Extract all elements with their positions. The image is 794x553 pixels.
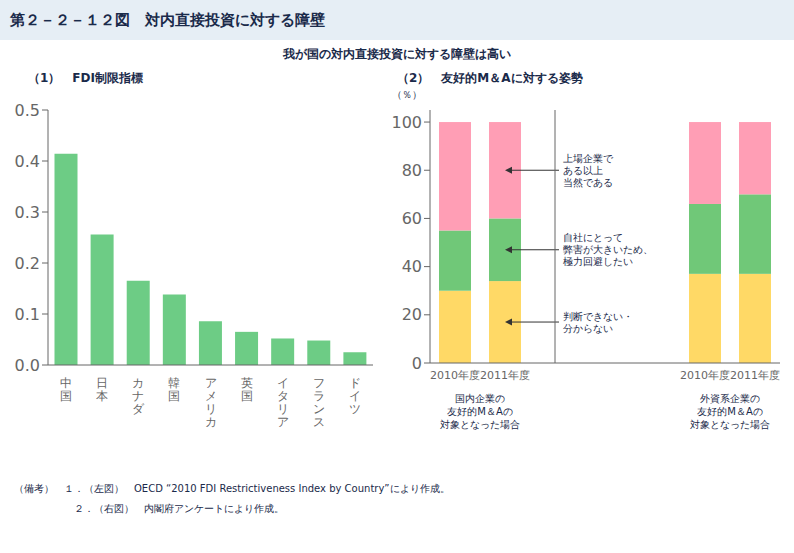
svg-text:80: 80 — [402, 161, 422, 180]
svg-text:中国: 中国 — [60, 376, 72, 403]
svg-text:カナダ: カナダ — [132, 376, 145, 416]
html-text:第２－２－１２図 対内直接投資に対する障壁: 第２－２－１２図 対内直接投資に対する障壁 — [10, 10, 325, 29]
svg-text:0.0: 0.0 — [15, 356, 40, 375]
svg-text:ドイツ: ドイツ — [349, 376, 361, 416]
html-text:（2） 友好的M＆Aに対する姿勢: （2） 友好的M＆Aに対する姿勢 — [397, 71, 583, 85]
svg-text:アメリカ: アメリカ — [205, 376, 217, 429]
svg-text:韓国: 韓国 — [168, 376, 180, 403]
svg-text:20: 20 — [402, 305, 422, 324]
svg-text:0: 0 — [412, 354, 422, 373]
html-text:外資系企業の 友好的M＆Aの 対象となった場合: 外資系企業の 友好的M＆Aの 対象となった場合 — [690, 393, 770, 430]
html-text:国内企業の 友好的M＆Aの 対象となった場合: 国内企業の 友好的M＆Aの 対象となった場合 — [440, 393, 520, 430]
svg-text:40: 40 — [402, 257, 422, 276]
svg-text:自社にとって弊害が大きいため、極力回避したい: 自社にとって弊害が大きいため、極力回避したい — [563, 232, 653, 267]
svg-text:60: 60 — [402, 209, 422, 228]
svg-text:日本: 日本 — [96, 376, 108, 403]
svg-text:0.1: 0.1 — [15, 305, 40, 324]
svg-text:100: 100 — [391, 113, 422, 132]
svg-text:英国: 英国 — [241, 376, 253, 403]
svg-text:上場企業である以上当然である: 上場企業である以上当然である — [563, 153, 614, 188]
svg-text:フランス: フランス — [313, 376, 325, 429]
html-text:（1） FDI制限指標: （1） FDI制限指標 — [28, 71, 143, 85]
svg-text:判断できない・分からない: 判断できない・分からない — [563, 311, 633, 334]
html-text:２．（右図） 内閣府アンケートにより作成。: ２．（右図） 内閣府アンケートにより作成。 — [14, 503, 284, 514]
svg-text:2010年度: 2010年度 — [680, 369, 730, 382]
svg-text:0.3: 0.3 — [15, 203, 40, 222]
svg-text:2011年度: 2011年度 — [730, 369, 780, 382]
html-text:我が国の対内直接投資に対する障壁は高い: 我が国の対内直接投資に対する障壁は高い — [283, 47, 511, 61]
svg-text:2011年度: 2011年度 — [480, 369, 530, 382]
svg-text:0.4: 0.4 — [15, 152, 40, 171]
svg-text:0.5: 0.5 — [15, 101, 40, 120]
svg-text:イタリア: イタリア — [277, 376, 289, 429]
svg-text:0.2: 0.2 — [15, 254, 40, 273]
html-text:（備考） １．（左図） OECD “2010 FDI Res: （備考） １．（左図） OECD “2010 FDI Restrictivene… — [14, 483, 450, 494]
svg-text:2010年度: 2010年度 — [430, 369, 480, 382]
